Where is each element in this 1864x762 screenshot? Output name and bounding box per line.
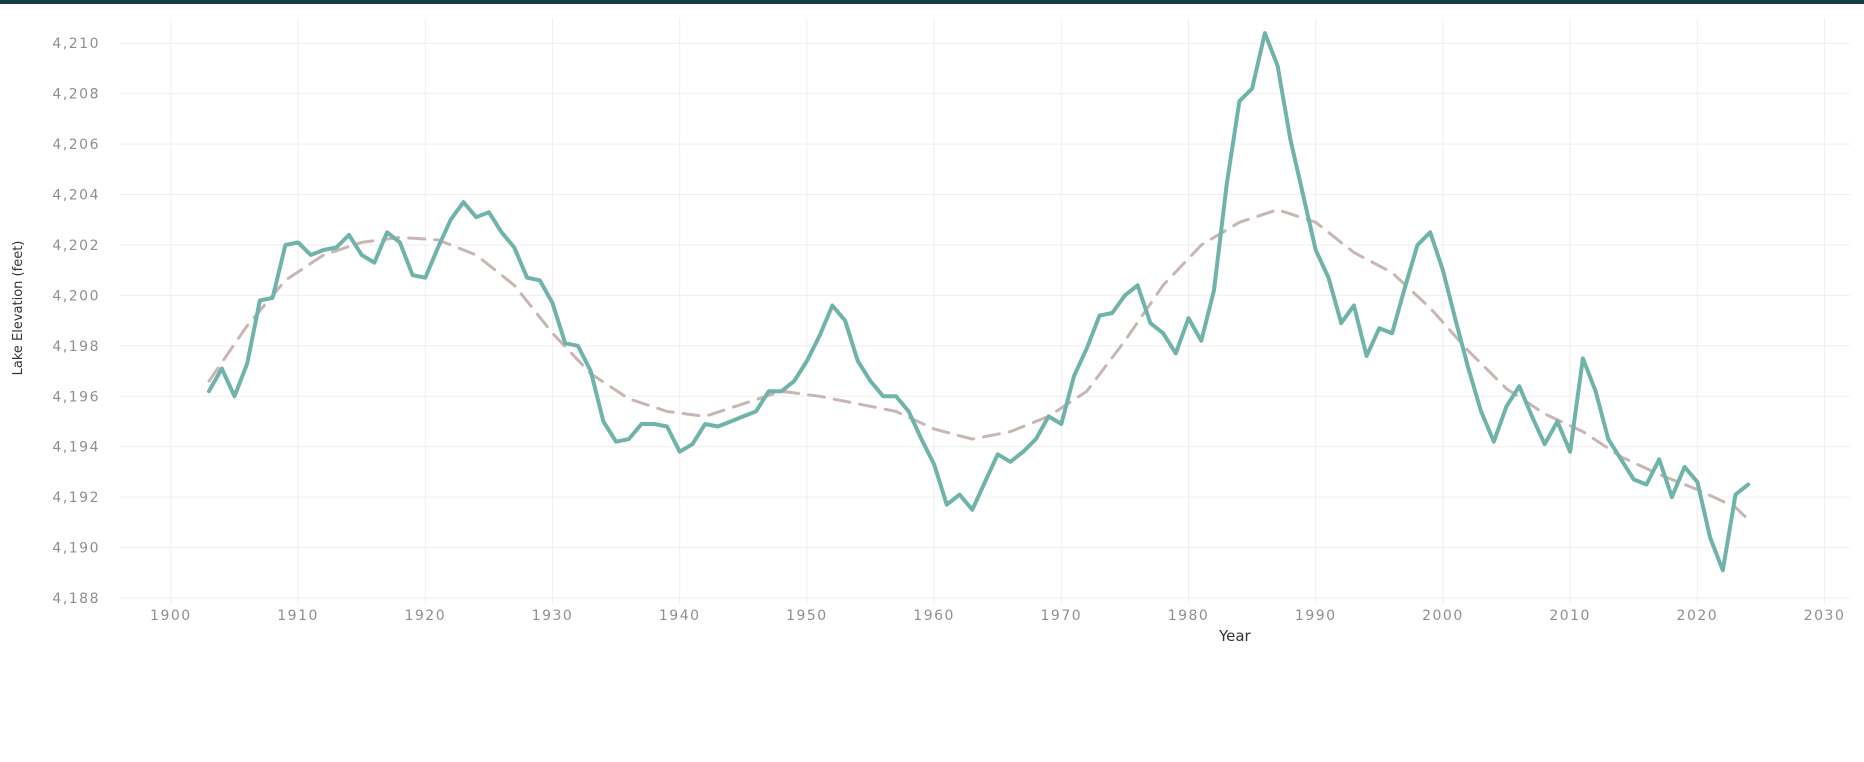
x-tick-label: 1960 [913, 608, 955, 624]
x-tick-label: 1900 [150, 608, 192, 624]
x-tick-label: 2010 [1549, 608, 1591, 624]
y-tick-label: 4,206 [52, 137, 100, 153]
y-tick-label: 4,194 [52, 440, 100, 456]
y-tick-label: 4,190 [52, 541, 100, 557]
chart-container: 4,210 4,208 4,206 4,204 4,202 4,200 4,198 4,196… [0, 4, 1864, 762]
line-chart: 4,210 4,208 4,206 4,204 4,202 4,200 4,198 4,196… [11, 18, 1850, 645]
trend-line [207, 208, 1750, 522]
x-tick-label: 1990 [1295, 608, 1337, 624]
x-tick-label: 1910 [277, 608, 319, 624]
y-tick-label: 4,204 [52, 188, 100, 204]
y-tick-label: 4,200 [52, 288, 100, 304]
x-tick-label: 2030 [1804, 608, 1846, 624]
y-tick-label: 4,188 [52, 591, 100, 607]
x-tick-label: 1930 [532, 608, 574, 624]
grid-lines [120, 18, 1850, 604]
elevation-series [207, 31, 1751, 573]
y-axis-title: Lake Elevation (feet) [11, 241, 26, 376]
x-tick-label: 1950 [786, 608, 828, 624]
x-tick-label: 2000 [1422, 608, 1464, 624]
x-axis-ticks: 1900 1910 1920 1930 1940 1950 1960 1970 1980 1990… [150, 608, 1846, 624]
y-axis-ticks: 4,210 4,208 4,206 4,204 4,202 4,200 4,198 4,196… [52, 36, 100, 607]
x-tick-label: 2020 [1677, 608, 1719, 624]
y-tick-label: 4,198 [52, 339, 100, 355]
x-tick-label: 1970 [1041, 608, 1083, 624]
x-tick-label: 1920 [404, 608, 446, 624]
y-tick-label: 4,192 [52, 490, 100, 506]
x-axis-title: Year [1218, 627, 1252, 645]
y-tick-label: 4,202 [52, 238, 100, 254]
y-tick-label: 4,210 [52, 36, 100, 52]
y-tick-label: 4,208 [52, 87, 100, 103]
header-bar [0, 0, 1864, 4]
elevation-line [207, 31, 1751, 573]
trend-series [207, 208, 1750, 522]
x-tick-label: 1940 [659, 608, 701, 624]
x-tick-label: 1980 [1168, 608, 1210, 624]
y-tick-label: 4,196 [52, 389, 100, 405]
